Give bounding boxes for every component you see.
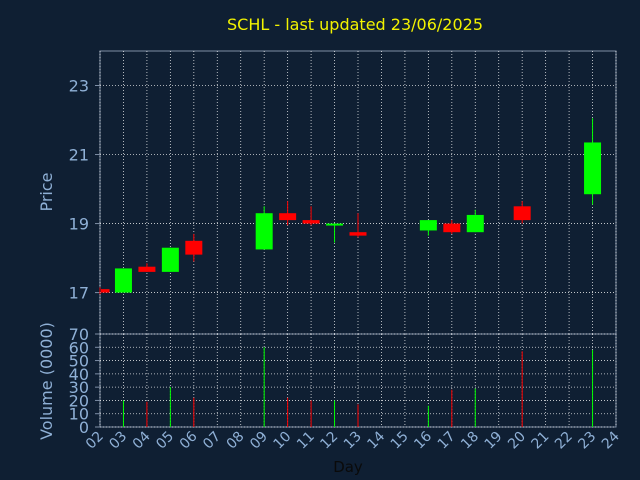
x-tick-label: 11 <box>294 429 318 453</box>
volume-axis-label: Volume (0000) <box>37 322 56 440</box>
candle-body <box>326 223 344 226</box>
x-tick-label: 20 <box>505 429 529 453</box>
x-tick-label: 23 <box>575 429 599 453</box>
x-tick-label: 19 <box>482 429 506 453</box>
volume-tick-label: 70 <box>69 325 89 344</box>
candle-body <box>114 268 132 293</box>
x-tick-label: 03 <box>106 429 130 453</box>
x-tick-label: 14 <box>364 428 388 452</box>
candle-body <box>349 232 367 236</box>
x-tick-label: 21 <box>529 429 553 453</box>
candle-body <box>101 289 110 293</box>
candle-body <box>466 214 484 233</box>
candle-body <box>513 206 531 221</box>
candle-body <box>443 223 461 233</box>
volume-tick-label: 20 <box>69 391 89 410</box>
volume-tick-label: 60 <box>69 338 89 357</box>
x-tick-label: 22 <box>552 429 576 453</box>
candle-body <box>255 213 273 250</box>
x-tick-label: 16 <box>411 428 435 452</box>
volume-tick-label: 10 <box>69 405 89 424</box>
x-tick-label: 10 <box>271 429 295 453</box>
x-tick-label: 17 <box>435 429 459 453</box>
price-tick-label: 21 <box>69 146 89 165</box>
candle-body <box>419 220 437 231</box>
candle-body <box>161 247 179 272</box>
volume-tick-label: 50 <box>69 352 89 371</box>
x-tick-label: 18 <box>458 429 482 453</box>
chart-title: SCHL - last updated 23/06/2025 <box>227 15 483 34</box>
x-tick-label: 04 <box>130 428 154 452</box>
price-tick-label: 23 <box>69 77 89 96</box>
x-axis-label: Day <box>333 458 363 476</box>
volume-tick-label: 40 <box>69 365 89 384</box>
price-tick-label: 17 <box>69 284 89 303</box>
candle-body <box>279 213 297 221</box>
price-panel: 17 19 21 23 <box>69 50 617 335</box>
candle-body <box>584 142 602 195</box>
x-tick-label: 07 <box>200 429 224 453</box>
x-tick-label: 05 <box>153 429 177 453</box>
x-tick-label: 24 <box>599 428 623 452</box>
x-tick-labels: 02 03 04 05 06 07 08 09 10 11 12 13 14 15 16 17 18 19 20 21… <box>83 428 623 452</box>
volume-tick-label: 30 <box>69 378 89 397</box>
candle-body <box>185 240 203 255</box>
x-tick-label: 09 <box>247 429 271 453</box>
x-tick-label: 06 <box>177 428 201 452</box>
candle-body <box>302 220 320 224</box>
price-axis-label: Price <box>37 172 56 211</box>
x-tick-label: 15 <box>388 429 412 453</box>
price-tick-label: 19 <box>69 215 89 234</box>
volume-tick-label: 0 <box>79 418 89 437</box>
candle-body <box>138 266 156 272</box>
x-tick-label: 12 <box>317 429 341 453</box>
x-tick-label: 13 <box>341 429 365 453</box>
x-tick-label: 08 <box>224 429 248 453</box>
